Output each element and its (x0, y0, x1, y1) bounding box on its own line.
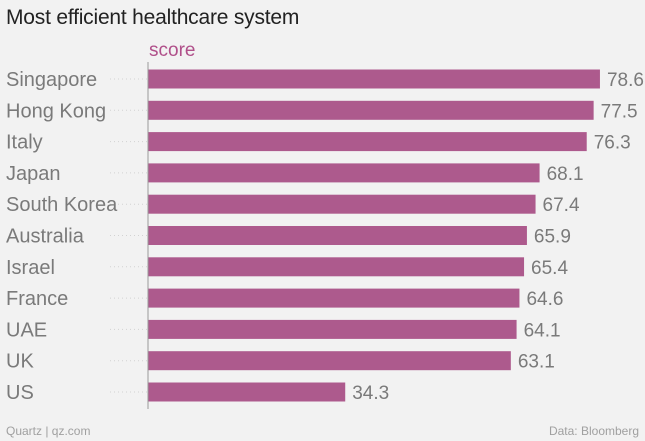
category-label: US (6, 382, 34, 404)
category-label: Japan (6, 163, 61, 185)
bar (148, 319, 517, 339)
bar-value-label: 34.3 (352, 383, 389, 404)
bar-value-label: 67.4 (543, 195, 580, 216)
bar (148, 382, 346, 402)
bar-value-label: 63.1 (518, 352, 555, 373)
footer-source-right: Data: Bloomberg (548, 424, 639, 438)
bar-value-label: 77.5 (601, 101, 638, 122)
bar (148, 351, 511, 371)
bar (148, 257, 525, 277)
category-label: Hong Kong (6, 100, 106, 122)
bar-value-label: 64.1 (524, 320, 561, 341)
category-label: France (6, 288, 68, 310)
bar-value-label: 65.9 (534, 227, 571, 248)
bar (148, 132, 587, 152)
bar-value-label: 65.4 (531, 258, 568, 279)
bar (148, 194, 536, 214)
bar (148, 226, 527, 245)
bar (148, 69, 600, 89)
category-label: South Korea (6, 194, 118, 216)
category-label: Singapore (6, 69, 97, 91)
bar (148, 163, 540, 183)
chart-title: Most efficient healthcare system (6, 6, 300, 29)
category-label: UAE (6, 319, 47, 341)
category-label: Australia (6, 226, 85, 248)
category-label: Israel (6, 257, 55, 279)
bar (148, 288, 520, 308)
bar-value-label: 76.3 (594, 133, 631, 154)
bar-value-label: 68.1 (547, 164, 584, 185)
bar-value-label: 64.6 (526, 289, 563, 310)
bar (148, 100, 594, 120)
category-label: UK (6, 351, 34, 373)
footer-source-left: Quartz | qz.com (6, 424, 91, 438)
category-label: Italy (6, 132, 43, 154)
series-label: score (149, 40, 196, 61)
bar-value-label: 78.6 (607, 70, 644, 91)
